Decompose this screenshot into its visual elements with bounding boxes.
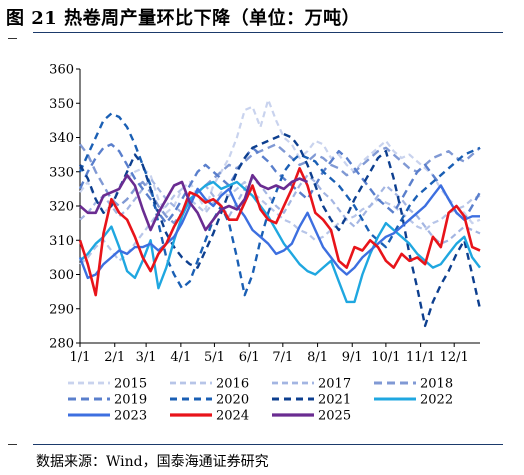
x-tick-label: 6/1 [239, 350, 260, 365]
x-tick-label: 3/1 [136, 350, 157, 365]
y-tick-label: 320 [49, 200, 74, 215]
legend-label-2025: 2025 [318, 409, 351, 424]
y-tick-label: 300 [49, 268, 74, 283]
y-tick-label: 310 [49, 234, 74, 249]
bottom-tick-mark [8, 444, 17, 445]
legend-label-2016: 2016 [216, 377, 249, 392]
legend-label-2020: 2020 [216, 393, 249, 408]
x-tick-label: 5/1 [204, 350, 225, 365]
legend-label-2021: 2021 [318, 393, 351, 408]
y-tick-label: 350 [49, 97, 74, 112]
x-tick-label: 7/1 [272, 350, 293, 365]
series-line-2024 [78, 167, 481, 297]
y-tick-label: 290 [49, 302, 74, 317]
legend-label-2015: 2015 [114, 377, 147, 392]
series-line-2018 [79, 143, 481, 225]
figure-title: 图 21 热卷周产量环比下降（单位：万吨） [6, 8, 361, 29]
x-tick-label: 11/1 [406, 350, 435, 365]
y-tick-label: 330 [49, 165, 74, 180]
x-tick-label: 8/1 [307, 350, 328, 365]
x-tick-label: 9/1 [342, 350, 363, 365]
legend-label-2017: 2017 [318, 377, 351, 392]
chart-legend: 2015 2016 2017 2018 2019 2020 2021 2022 2023 2024… [68, 377, 453, 424]
bottom-divider [33, 444, 503, 445]
x-tick-label: 2/1 [104, 350, 125, 365]
y-tick-label: 360 [49, 63, 74, 78]
legend-label-2022: 2022 [420, 393, 453, 408]
x-tick-label: 10/1 [371, 350, 400, 365]
chart-axes: 280 290 300 310 320 330 340 350 360 1/1 2/1 3/1 4/1 5… [49, 63, 480, 365]
series-line-2015 [79, 98, 481, 225]
legend-label-2024: 2024 [216, 409, 249, 424]
series-line-2020 [78, 112, 481, 297]
series-line-2021 [78, 132, 482, 328]
source-note: 数据来源：Wind，国泰海通证券研究 [36, 454, 269, 470]
y-tick-label: 340 [49, 131, 74, 146]
x-tick-label: 1/1 [70, 350, 91, 365]
line-chart: 280 290 300 310 320 330 340 350 360 1/1 2/1 3/1 4/1 5… [49, 63, 482, 424]
title-tick-mark [8, 38, 17, 39]
series-line-2019 [78, 143, 482, 225]
title-divider [33, 32, 503, 33]
series-line-2023 [78, 184, 480, 280]
y-tick-label: 280 [49, 337, 74, 352]
legend-label-2018: 2018 [420, 377, 453, 392]
x-tick-label: 12/1 [440, 350, 469, 365]
series-line-2017 [79, 174, 481, 245]
series-line-2022 [79, 180, 481, 304]
x-tick-label: 4/1 [170, 350, 191, 365]
series-line-2025 [79, 173, 309, 232]
legend-label-2019: 2019 [114, 393, 147, 408]
legend-label-2023: 2023 [114, 409, 147, 424]
chart-series-lines [78, 98, 482, 328]
